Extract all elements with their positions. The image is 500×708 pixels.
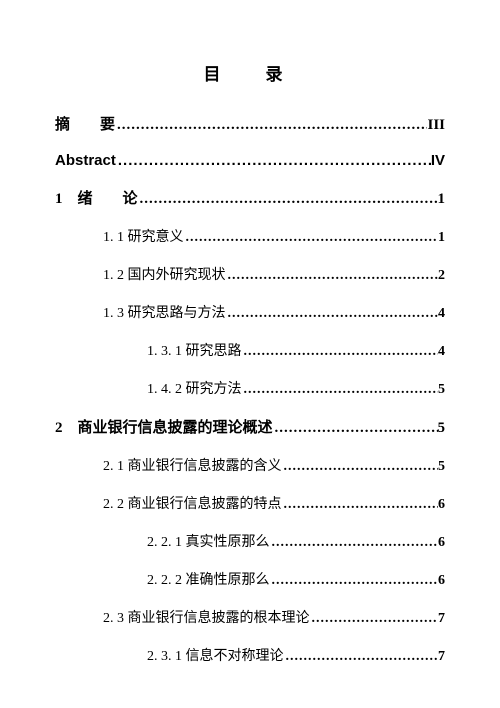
toc-leader-dots [270, 573, 439, 589]
toc-entry-page: 5 [438, 459, 445, 475]
toc-leader-dots [310, 611, 439, 627]
toc-entry-label: 1. 1 研究意义 [103, 226, 184, 246]
toc-entry-page: 6 [438, 573, 445, 589]
toc-entry: 2. 2. 1 真实性原那么 6 [55, 531, 445, 551]
toc-entry: 1. 3 研究思路与方法 4 [55, 302, 445, 322]
toc-entry-label: 1 绪 论 [55, 187, 138, 208]
toc-entry: 1. 3. 1 研究思路 4 [55, 340, 445, 360]
toc-leader-dots [282, 497, 439, 513]
toc-leader-dots [116, 152, 431, 169]
toc-entry-label: 2. 3 商业银行信息披露的根本理论 [103, 607, 310, 627]
toc-entry-page: 4 [438, 306, 445, 322]
toc-entry: 1. 1 研究意义 1 [55, 226, 445, 246]
toc-entry-label: 2. 3. 1 信息不对称理论 [147, 645, 284, 665]
toc-entry: Abstract IV [55, 152, 445, 169]
toc-container: 摘 要 III Abstract IV 1 绪 论 1 1. 1 研究意义 1 1. 2 国内外… [55, 113, 445, 665]
toc-entry-page: 7 [438, 649, 445, 665]
toc-entry: 2 商业银行信息披露的理论概述 5 [55, 416, 445, 437]
toc-entry-label: 1. 4. 2 研究方法 [147, 378, 242, 398]
toc-entry-page: 5 [438, 382, 445, 398]
toc-leader-dots [184, 230, 439, 246]
toc-entry-label: 1. 3. 1 研究思路 [147, 340, 242, 360]
toc-entry: 摘 要 III [55, 113, 445, 134]
toc-entry-page: 1 [438, 191, 446, 208]
toc-entry-page: 4 [438, 344, 445, 360]
toc-leader-dots [226, 268, 439, 284]
toc-entry-label: 1. 3 研究思路与方法 [103, 302, 226, 322]
toc-entry-label: 1. 2 国内外研究现状 [103, 264, 226, 284]
toc-entry: 2. 3. 1 信息不对称理论 7 [55, 645, 445, 665]
toc-entry-label: 2. 1 商业银行信息披露的含义 [103, 455, 282, 475]
toc-entry: 1 绪 论 1 [55, 187, 445, 208]
toc-entry-page: 7 [438, 611, 445, 627]
toc-entry-page: IV [431, 152, 445, 169]
toc-entry-label: 2. 2. 2 准确性原那么 [147, 569, 270, 589]
toc-entry-page: 6 [438, 535, 445, 551]
toc-entry-label: 2 商业银行信息披露的理论概述 [55, 416, 273, 437]
toc-leader-dots [270, 535, 439, 551]
toc-title: 目 录 [55, 60, 445, 85]
toc-leader-dots [242, 344, 439, 360]
toc-entry-page: 6 [438, 497, 445, 513]
toc-entry: 1. 4. 2 研究方法 5 [55, 378, 445, 398]
toc-entry: 2. 1 商业银行信息披露的含义 5 [55, 455, 445, 475]
toc-entry-page: 5 [438, 420, 446, 437]
toc-entry-page: 2 [438, 268, 445, 284]
toc-leader-dots [138, 191, 438, 208]
toc-leader-dots [242, 382, 439, 398]
toc-entry-label: Abstract [55, 152, 116, 169]
toc-entry-page: 1 [438, 230, 445, 246]
toc-leader-dots [273, 420, 438, 437]
toc-entry: 2. 2 商业银行信息披露的特点 6 [55, 493, 445, 513]
toc-leader-dots [284, 649, 439, 665]
toc-leader-dots [226, 306, 439, 322]
toc-entry-page: III [427, 117, 445, 134]
toc-leader-dots [282, 459, 439, 475]
toc-leader-dots [115, 117, 427, 134]
toc-entry-label: 2. 2. 1 真实性原那么 [147, 531, 270, 551]
toc-entry-label: 2. 2 商业银行信息披露的特点 [103, 493, 282, 513]
toc-entry: 2. 3 商业银行信息披露的根本理论 7 [55, 607, 445, 627]
toc-entry: 1. 2 国内外研究现状 2 [55, 264, 445, 284]
toc-entry-label: 摘 要 [55, 113, 115, 134]
toc-entry: 2. 2. 2 准确性原那么 6 [55, 569, 445, 589]
